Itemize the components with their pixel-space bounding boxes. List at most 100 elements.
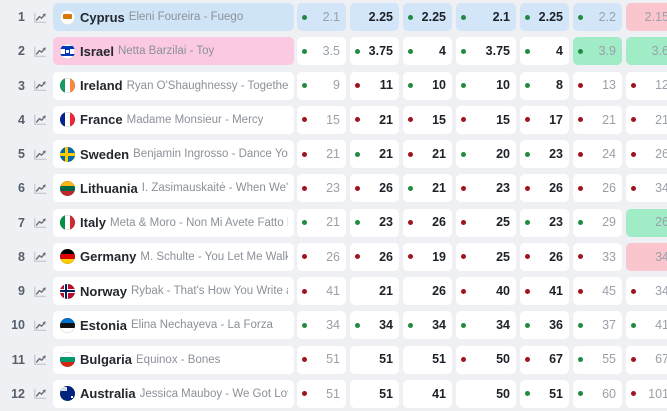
odds-cell[interactable]: 10 — [403, 71, 452, 100]
odds-cell[interactable]: 21 — [350, 277, 399, 306]
line-chart-icon[interactable] — [27, 251, 53, 263]
odds-cell[interactable]: 23 — [297, 174, 346, 203]
odds-cell[interactable]: 21 — [350, 140, 399, 169]
table-row[interactable]: 11 Bulgaria Equinox - Bones 51 51 51 50 67 55 67 — [0, 343, 667, 377]
odds-cell[interactable]: 26 — [520, 174, 569, 203]
odds-cell[interactable]: 19 — [403, 242, 452, 271]
odds-cell[interactable]: 3.75 — [350, 37, 399, 66]
odds-cell[interactable]: 34 — [350, 311, 399, 340]
odds-cell[interactable]: 51 — [350, 345, 399, 374]
line-chart-icon[interactable] — [27, 46, 53, 57]
odds-cell[interactable]: 3.75 — [456, 37, 516, 66]
odds-cell[interactable]: 41 — [403, 379, 452, 408]
line-chart-icon[interactable] — [27, 354, 53, 365]
odds-cell[interactable]: 36 — [520, 311, 569, 340]
odds-cell[interactable]: 26 — [403, 208, 452, 237]
odds-cell[interactable]: 2.2 — [573, 3, 622, 32]
line-chart-icon[interactable] — [27, 388, 53, 400]
odds-cell[interactable]: 50 — [456, 345, 516, 374]
odds-cell[interactable]: 101 — [626, 379, 667, 408]
odds-cell[interactable]: 34 — [456, 311, 516, 340]
odds-cell[interactable]: 26 — [297, 242, 346, 271]
odds-cell[interactable]: 2.25 — [350, 3, 399, 32]
odds-cell[interactable]: 3.9 — [573, 37, 622, 66]
odds-cell[interactable]: 45 — [573, 277, 622, 306]
odds-cell[interactable]: 67 — [520, 345, 569, 374]
odds-cell[interactable]: 13 — [573, 71, 622, 100]
odds-cell[interactable]: 34 — [297, 311, 346, 340]
odds-cell[interactable]: 51 — [350, 379, 399, 408]
odds-cell[interactable]: 34 — [403, 311, 452, 340]
odds-cell[interactable]: 20 — [456, 140, 516, 169]
odds-cell[interactable]: 25 — [456, 242, 516, 271]
odds-cell[interactable]: 34 — [626, 242, 667, 271]
odds-cell[interactable]: 21 — [350, 105, 399, 134]
line-chart-icon[interactable] — [27, 183, 53, 194]
odds-cell[interactable]: 26 — [403, 277, 452, 306]
odds-cell[interactable]: 40 — [456, 277, 516, 306]
odds-cell[interactable]: 2.1 — [297, 3, 346, 32]
entry-name-cell[interactable]: Cyprus Eleni Foureira - Fuego — [53, 3, 294, 32]
odds-cell[interactable]: 51 — [520, 379, 569, 408]
odds-cell[interactable]: 2.25 — [520, 3, 569, 32]
table-row[interactable]: 12 Australia Jessica Mauboy - We Got Love 5… — [0, 377, 667, 411]
line-chart-icon[interactable] — [27, 286, 53, 297]
odds-cell[interactable]: 51 — [297, 345, 346, 374]
line-chart-icon[interactable] — [27, 320, 53, 331]
odds-cell[interactable]: 23 — [350, 208, 399, 237]
table-row[interactable]: 4 France Madame Monsieur - Mercy 15 21 15 15 17… — [0, 103, 667, 137]
odds-cell[interactable]: 10 — [456, 71, 516, 100]
odds-cell[interactable]: 11 — [350, 71, 399, 100]
entry-name-cell[interactable]: Australia Jessica Mauboy - We Got Love — [53, 379, 294, 408]
odds-cell[interactable]: 37 — [573, 311, 622, 340]
odds-cell[interactable]: 4 — [520, 37, 569, 66]
odds-cell[interactable]: 51 — [297, 379, 346, 408]
odds-cell[interactable]: 3.6 — [626, 37, 667, 66]
odds-cell[interactable]: 9 — [297, 71, 346, 100]
odds-cell[interactable]: 4 — [403, 37, 452, 66]
odds-cell[interactable]: 21 — [403, 174, 452, 203]
odds-cell[interactable]: 23 — [456, 174, 516, 203]
odds-cell[interactable]: 41 — [297, 277, 346, 306]
odds-cell[interactable]: 21 — [297, 140, 346, 169]
table-row[interactable]: 1 Cyprus Eleni Foureira - Fuego 2.1 2.25 2.25… — [0, 0, 667, 34]
odds-cell[interactable]: 17 — [520, 105, 569, 134]
odds-cell[interactable]: 21 — [297, 208, 346, 237]
odds-cell[interactable]: 8 — [520, 71, 569, 100]
odds-cell[interactable]: 55 — [573, 345, 622, 374]
odds-cell[interactable]: 21 — [403, 140, 452, 169]
odds-cell[interactable]: 25 — [456, 208, 516, 237]
line-chart-icon[interactable] — [27, 217, 53, 228]
line-chart-icon[interactable] — [27, 149, 53, 160]
line-chart-icon[interactable] — [27, 80, 53, 91]
odds-cell[interactable]: 34 — [626, 277, 667, 306]
entry-name-cell[interactable]: Estonia Elina Nechayeva - La Forza — [53, 311, 294, 340]
line-chart-icon[interactable] — [27, 12, 53, 23]
table-row[interactable]: 3 Ireland Ryan O'Shaughnessy - Together 9 11… — [0, 69, 667, 103]
odds-cell[interactable]: 60 — [573, 379, 622, 408]
odds-cell[interactable]: 21 — [573, 105, 622, 134]
odds-cell[interactable]: 67 — [626, 345, 667, 374]
odds-cell[interactable]: 51 — [403, 345, 452, 374]
odds-cell[interactable]: 26 — [626, 208, 667, 237]
odds-cell[interactable]: 26 — [350, 242, 399, 271]
odds-cell[interactable]: 29 — [573, 208, 622, 237]
odds-cell[interactable]: 21 — [626, 105, 667, 134]
entry-name-cell[interactable]: France Madame Monsieur - Mercy — [53, 105, 294, 134]
odds-cell[interactable]: 15 — [403, 105, 452, 134]
table-row[interactable]: 2 Israel Netta Barzilai - Toy 3.5 3.75 4 3.75 4… — [0, 34, 667, 68]
odds-cell[interactable]: 2.15 — [626, 3, 667, 32]
odds-cell[interactable]: 50 — [456, 379, 516, 408]
odds-cell[interactable]: 2.1 — [456, 3, 516, 32]
entry-name-cell[interactable]: Israel Netta Barzilai - Toy — [53, 37, 294, 66]
odds-cell[interactable]: 33 — [573, 242, 622, 271]
line-chart-icon[interactable] — [27, 114, 53, 126]
odds-cell[interactable]: 26 — [520, 242, 569, 271]
